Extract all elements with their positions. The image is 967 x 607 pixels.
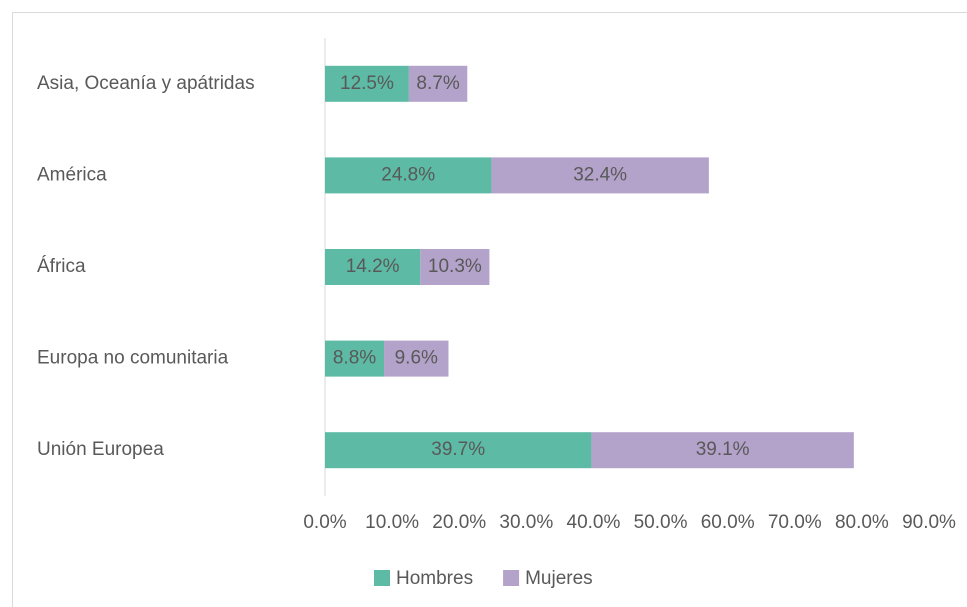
x-tick-label: 30.0%	[499, 512, 553, 533]
y-tick-label: Unión Europea	[37, 439, 164, 460]
data-label: 12.5%	[340, 73, 394, 94]
bar	[420, 249, 490, 285]
data-label: 9.6%	[395, 348, 438, 369]
bar	[591, 432, 854, 469]
data-label: 8.7%	[416, 73, 459, 94]
data-label: 10.3%	[428, 256, 482, 277]
x-tick-label: 20.0%	[432, 512, 486, 533]
y-tick-label: África	[37, 256, 86, 277]
x-tick-label: 70.0%	[768, 512, 822, 533]
data-label: 39.7%	[431, 439, 485, 460]
data-label: 24.8%	[381, 164, 435, 185]
data-label: 14.2%	[346, 256, 400, 277]
legend-swatch	[503, 570, 520, 586]
x-tick-label: 60.0%	[701, 512, 755, 533]
bar	[408, 65, 468, 102]
data-label: 8.8%	[333, 348, 376, 369]
legend-label: Hombres	[396, 568, 473, 589]
bar	[325, 432, 592, 469]
bar	[325, 340, 385, 377]
x-tick-label: 80.0%	[835, 512, 889, 533]
y-tick-label: América	[37, 164, 107, 185]
x-tick-label: 10.0%	[365, 512, 419, 533]
x-tick-label: 0.0%	[303, 512, 346, 533]
legend-label: Mujeres	[525, 568, 593, 589]
y-tick-label: Asia, Oceanía y apátridas	[37, 73, 255, 94]
chart-border	[12, 12, 967, 607]
bar	[491, 157, 709, 194]
bar	[384, 340, 449, 377]
legend-swatch	[374, 570, 390, 586]
bar	[325, 65, 409, 102]
bar	[325, 249, 421, 285]
data-label: 39.1%	[696, 439, 750, 460]
bar	[325, 157, 492, 194]
x-tick-label: 50.0%	[634, 512, 688, 533]
x-tick-label: 40.0%	[567, 512, 621, 533]
y-tick-label: Europa no comunitaria	[37, 348, 229, 369]
data-label: 32.4%	[573, 164, 627, 185]
x-tick-label: 90.0%	[902, 512, 956, 533]
